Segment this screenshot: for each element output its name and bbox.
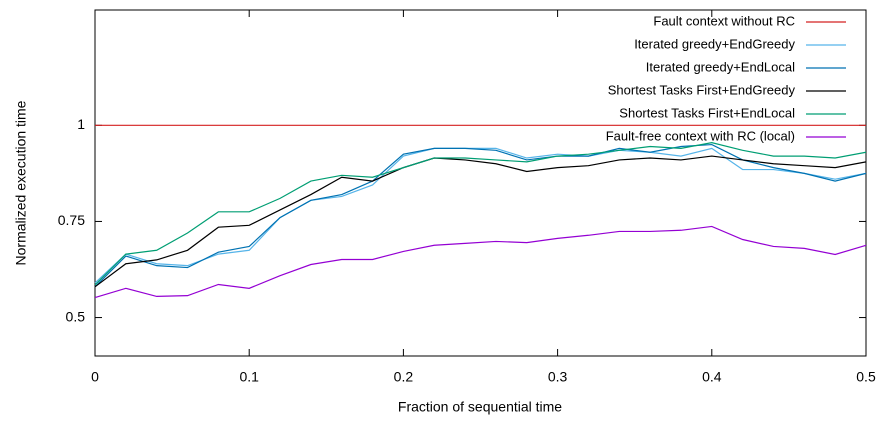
series-line [94, 155, 867, 288]
x-tick-label: 0 [91, 369, 99, 385]
y-tick-label: 0.75 [58, 212, 85, 228]
y-tick-label: 1 [77, 116, 85, 132]
x-tick-label: 0.1 [239, 369, 259, 385]
legend-label: Shortest Tasks First+EndGreedy [608, 82, 796, 97]
x-axis-label: Fraction of sequential time [398, 399, 562, 415]
legend-label: Fault-free context with RC (local) [606, 128, 795, 143]
legend-label: Fault context without RC [653, 13, 795, 28]
plot-frame [94, 9, 867, 357]
y-tick-label: 0.5 [66, 308, 86, 324]
x-tick-label: 0.4 [702, 369, 722, 385]
legend-label: Iterated greedy+EndGreedy [634, 36, 795, 51]
x-tick-label: 0.5 [856, 369, 876, 385]
series-line [94, 147, 867, 284]
legend-label: Shortest Tasks First+EndLocal [619, 105, 795, 120]
series-line [94, 225, 867, 299]
legend-label: Iterated greedy+EndLocal [646, 59, 795, 74]
series-line [94, 142, 867, 286]
series-line [94, 143, 867, 288]
y-axis-label: Normalized execution time [13, 100, 29, 265]
x-tick-label: 0.2 [394, 369, 414, 385]
x-tick-label: 0.3 [548, 369, 568, 385]
